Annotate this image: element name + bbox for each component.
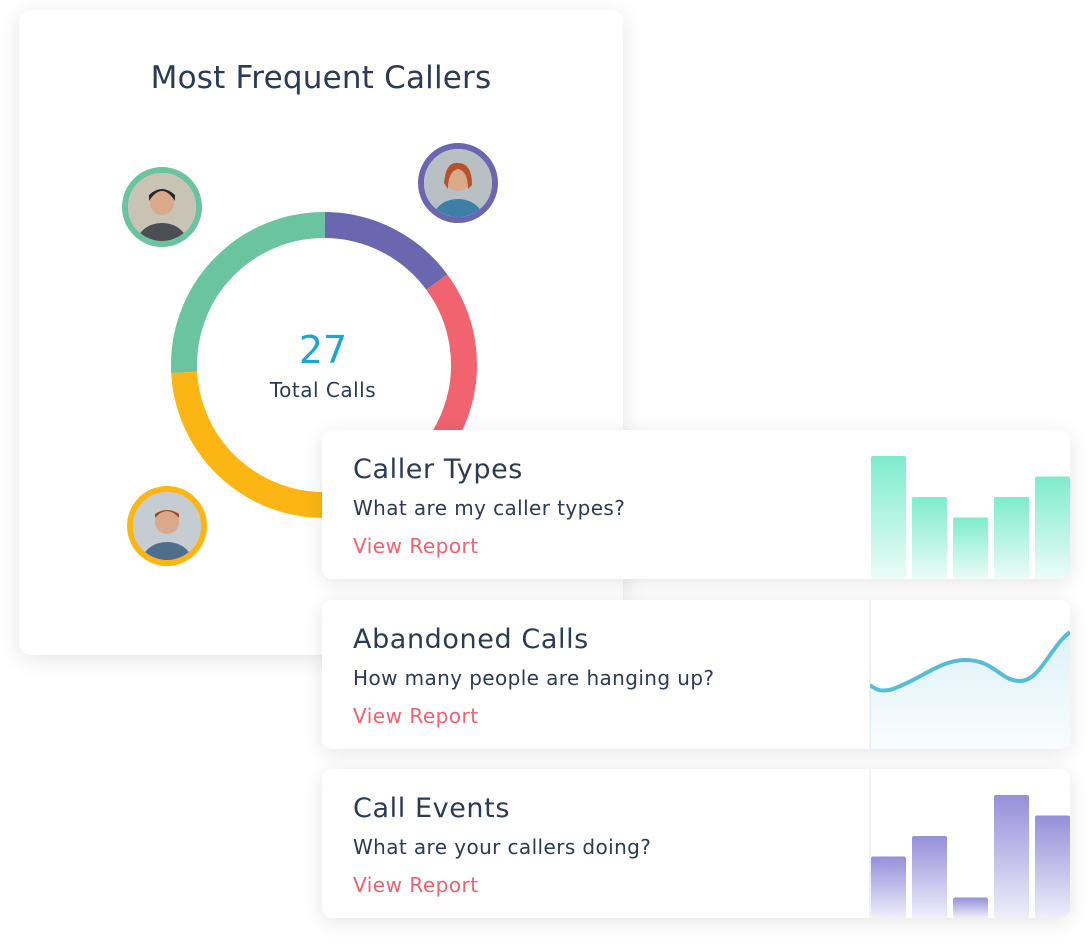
view-report-link[interactable]: View Report	[353, 704, 479, 728]
caller-avatar[interactable]	[418, 143, 498, 223]
bar	[953, 517, 988, 579]
caller-avatar[interactable]	[127, 486, 207, 566]
bar	[994, 795, 1029, 918]
donut-segment	[171, 212, 325, 373]
bar	[871, 456, 906, 579]
bar	[994, 497, 1029, 579]
divider	[869, 600, 871, 749]
person-photo-icon	[133, 492, 201, 560]
bar	[953, 897, 988, 918]
bar	[871, 856, 906, 918]
donut-segment	[171, 371, 341, 518]
bar	[912, 497, 947, 579]
trend-line	[870, 630, 1070, 693]
most-frequent-callers-card: Most Frequent Callers 27 Total Calls	[19, 10, 623, 655]
report-title: Abandoned Calls	[353, 624, 589, 655]
person-photo-icon	[424, 149, 492, 217]
view-report-link[interactable]: View Report	[353, 873, 479, 897]
call-events-chart	[871, 795, 1070, 918]
total-calls-value: 27	[298, 328, 348, 372]
report-question: How many people are hanging up?	[353, 666, 715, 690]
caller-types-chart	[871, 456, 1070, 579]
bar	[1035, 815, 1070, 918]
view-report-link[interactable]: View Report	[353, 534, 479, 558]
report-title: Call Events	[353, 793, 510, 824]
report-question: What are my caller types?	[353, 496, 626, 520]
report-question: What are your callers doing?	[353, 835, 652, 859]
abandoned-calls-chart	[870, 630, 1070, 749]
area-fill	[870, 632, 1070, 749]
donut-segment	[324, 212, 448, 290]
caller-types-card: Caller Types What are my caller types? V…	[322, 430, 1070, 579]
card-title: Most Frequent Callers	[150, 60, 492, 96]
caller-avatar[interactable]	[122, 167, 202, 247]
abandoned-calls-card: Abandoned Calls How many people are hang…	[322, 600, 1070, 749]
total-calls-label: Total Calls	[269, 378, 377, 402]
bar	[1035, 476, 1070, 579]
call-events-card: Call Events What are your callers doing?…	[322, 769, 1070, 918]
person-photo-icon	[128, 173, 196, 241]
divider	[869, 769, 871, 918]
report-title: Caller Types	[353, 454, 523, 485]
bar	[912, 836, 947, 918]
